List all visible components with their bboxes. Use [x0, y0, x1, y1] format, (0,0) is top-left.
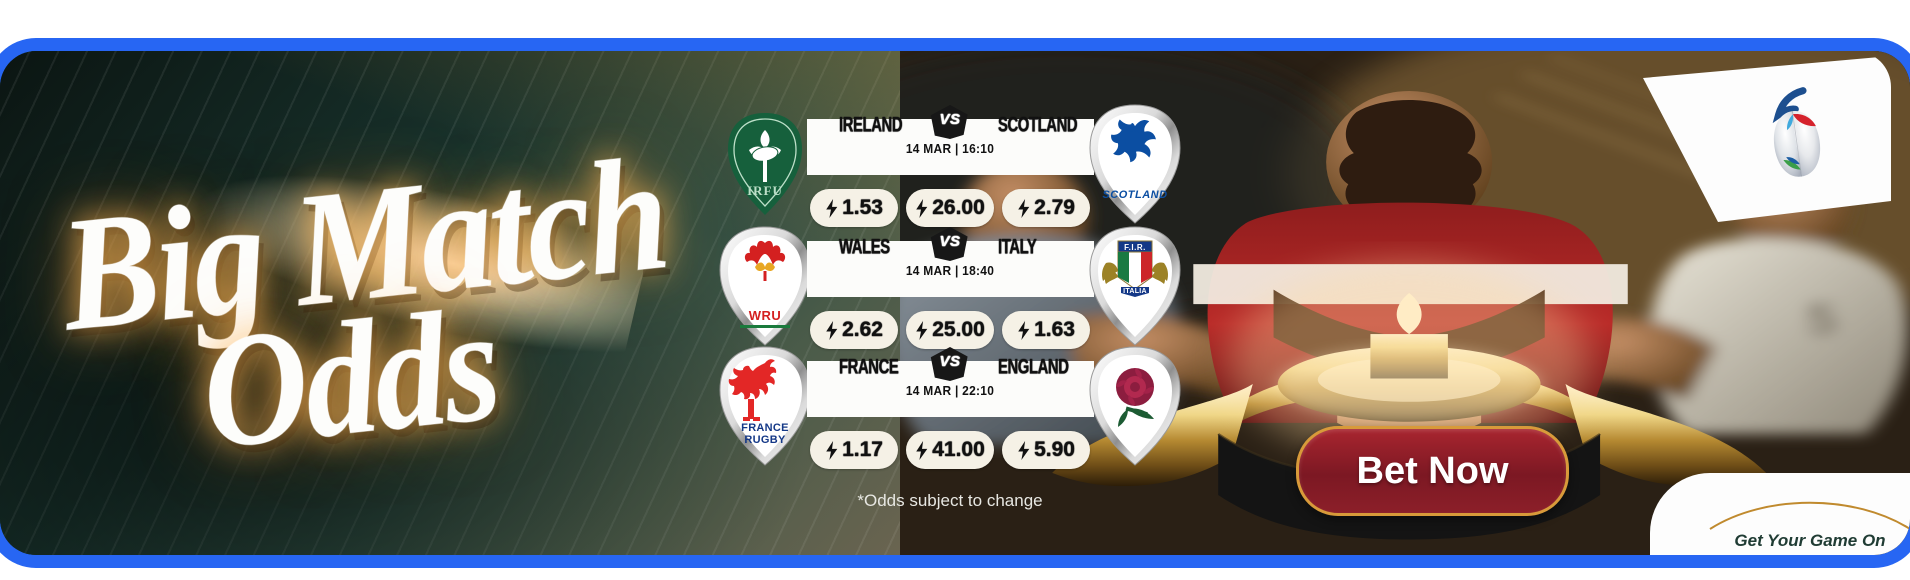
svg-text:ITALIA: ITALIA [1123, 288, 1147, 295]
svg-text:F.I.R.: F.I.R. [1124, 243, 1146, 252]
svg-text:IRFU: IRFU [747, 183, 783, 198]
svg-text:5: 5 [1806, 294, 1837, 344]
svg-text:WRU: WRU [749, 308, 782, 323]
svg-text:RUGBY: RUGBY [744, 434, 786, 446]
svg-text:FRANCE: FRANCE [741, 422, 789, 434]
svg-text:SCOTLAND: SCOTLAND [1102, 189, 1167, 201]
